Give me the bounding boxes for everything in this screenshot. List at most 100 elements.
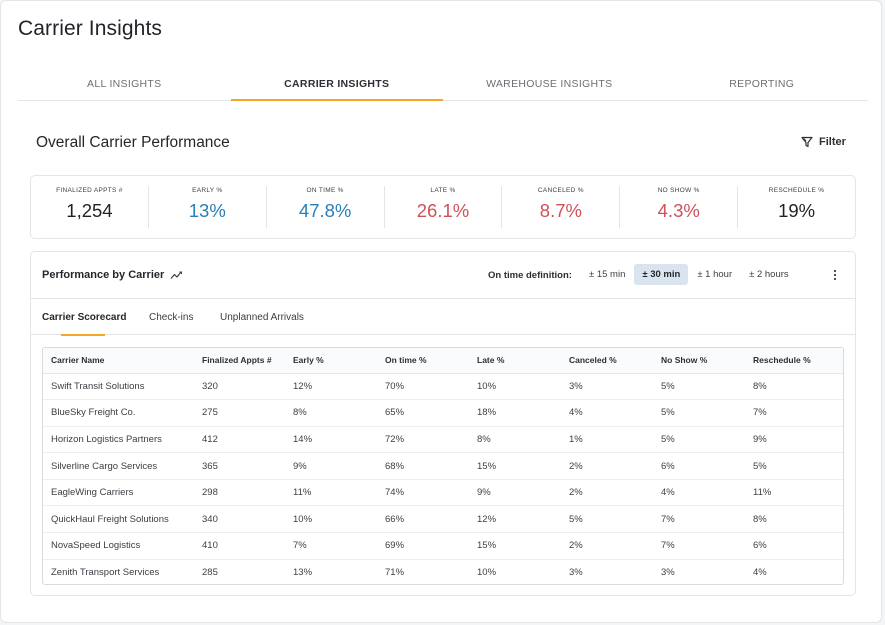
subtab-unplanned-arrivals[interactable]: Unplanned Arrivals bbox=[220, 312, 304, 323]
table-cell: 5% bbox=[661, 399, 753, 427]
table-cell: 5% bbox=[753, 452, 843, 480]
kpi-summary: FINALIZED APPTS # 1,254 EARLY % 13% ON T… bbox=[30, 175, 856, 239]
filter-icon bbox=[801, 136, 813, 148]
tab-all-insights[interactable]: ALL INSIGHTS bbox=[87, 78, 162, 90]
table-cell: 2% bbox=[569, 452, 661, 480]
subtab-carrier-scorecard[interactable]: Carrier Scorecard bbox=[42, 312, 127, 323]
subtab-check-ins[interactable]: Check-ins bbox=[149, 312, 194, 323]
column-header[interactable]: No Show % bbox=[661, 348, 753, 374]
column-header[interactable]: Canceled % bbox=[569, 348, 661, 374]
column-header[interactable]: On time % bbox=[385, 348, 477, 374]
kpi-value: 19% bbox=[778, 200, 816, 221]
table-cell: 15% bbox=[477, 532, 569, 560]
tab-carrier-insights[interactable]: CARRIER INSIGHTS bbox=[230, 71, 444, 101]
table-cell: 8% bbox=[753, 505, 843, 534]
column-header[interactable]: Carrier Name bbox=[43, 348, 202, 374]
on-time-definition-label: On time definition: bbox=[488, 270, 572, 281]
performance-card: Performance by Carrier On time definitio… bbox=[30, 251, 856, 596]
on-time-definition-options: ± 15 min ± 30 min ± 1 hour ± 2 hours bbox=[581, 264, 798, 285]
table-cell: 340 bbox=[202, 505, 293, 534]
kpi-late: LATE % 26.1% bbox=[385, 186, 503, 228]
table-cell: 8% bbox=[753, 373, 843, 401]
table-cell: 7% bbox=[661, 505, 753, 534]
performance-header: Performance by Carrier On time definitio… bbox=[31, 252, 855, 299]
table-cell: 7% bbox=[753, 399, 843, 427]
table-cell: 68% bbox=[385, 452, 477, 480]
table-cell: 9% bbox=[477, 479, 569, 507]
table-cell: 5% bbox=[661, 426, 753, 454]
kpi-value: 47.8% bbox=[298, 200, 352, 221]
table-cell: 320 bbox=[202, 373, 293, 401]
table-row[interactable]: Silverline Cargo Services 365 9% 68% 15% 2% 6%… bbox=[43, 452, 843, 480]
table-cell: 3% bbox=[569, 373, 661, 401]
table-cell: 275 bbox=[202, 399, 293, 427]
tab-reporting[interactable]: REPORTING bbox=[729, 78, 795, 90]
table-row[interactable]: Zenith Transport Services 285 13% 71% 10% 3% 3… bbox=[43, 559, 843, 584]
carrier-name-cell: Silverline Cargo Services bbox=[43, 452, 202, 480]
table-cell: 70% bbox=[385, 373, 477, 401]
table-cell: 10% bbox=[477, 373, 569, 401]
carrier-name-cell: EagleWing Carriers bbox=[43, 479, 202, 507]
performance-title-text: Performance by Carrier bbox=[42, 269, 165, 281]
otd-option-1-hour[interactable]: ± 1 hour bbox=[697, 269, 733, 280]
subtab-active-indicator bbox=[61, 334, 105, 336]
carrier-name-cell: BlueSky Freight Co. bbox=[43, 399, 202, 427]
table-cell: 11% bbox=[753, 479, 843, 507]
kpi-label: CANCELED % bbox=[537, 187, 584, 194]
kpi-label: ON TIME % bbox=[306, 187, 344, 194]
kpi-early: EARLY % 13% bbox=[149, 186, 267, 228]
table-cell: 74% bbox=[385, 479, 477, 507]
table-row[interactable]: NovaSpeed Logistics 410 7% 69% 15% 2% 7% 6% bbox=[43, 532, 843, 560]
table-row[interactable]: EagleWing Carriers 298 11% 74% 9% 2% 4% 11% bbox=[43, 479, 843, 507]
table-row[interactable]: Horizon Logistics Partners 412 14% 72% 8% 1% 5… bbox=[43, 426, 843, 454]
otd-option-15-min[interactable]: ± 15 min bbox=[589, 269, 626, 280]
more-options-icon[interactable] bbox=[831, 268, 839, 282]
table-cell: 4% bbox=[661, 479, 753, 507]
table-row[interactable]: QuickHaul Freight Solutions 340 10% 66% 12% 5… bbox=[43, 505, 843, 534]
table-row[interactable]: Swift Transit Solutions 320 12% 70% 10% 3% 5% 8… bbox=[43, 373, 843, 401]
table-cell: 298 bbox=[202, 479, 293, 507]
carrier-name-cell: QuickHaul Freight Solutions bbox=[43, 505, 202, 534]
column-header[interactable]: Early % bbox=[293, 348, 385, 374]
kpi-no-show: NO SHOW % 4.3% bbox=[620, 186, 739, 228]
kpi-reschedule: RESCHEDULE % 19% bbox=[738, 186, 855, 228]
table-cell: 69% bbox=[385, 532, 477, 560]
kpi-value: 4.3% bbox=[657, 200, 700, 221]
table-cell: 66% bbox=[385, 505, 477, 534]
table-cell: 7% bbox=[293, 532, 385, 560]
carrier-name-cell: Zenith Transport Services bbox=[51, 567, 160, 579]
table-cell: 3% bbox=[569, 567, 583, 579]
table-cell: 15% bbox=[477, 452, 569, 480]
carrier-scorecard-table: Carrier Name Finalized Appts # Early % O… bbox=[42, 347, 844, 585]
table-cell: 18% bbox=[477, 399, 569, 427]
table-cell: 12% bbox=[477, 505, 569, 534]
carrier-name-cell: Swift Transit Solutions bbox=[43, 373, 202, 401]
kpi-canceled: CANCELED % 8.7% bbox=[502, 186, 621, 228]
kpi-label: EARLY % bbox=[192, 187, 223, 194]
table-cell: 10% bbox=[293, 505, 385, 534]
filter-label: Filter bbox=[819, 136, 846, 148]
table-row[interactable]: BlueSky Freight Co. 275 8% 65% 18% 4% 5% 7% bbox=[43, 399, 843, 427]
table-cell: 11% bbox=[293, 479, 385, 507]
table-cell: 5% bbox=[661, 373, 753, 401]
table-cell: 7% bbox=[661, 532, 753, 560]
kpi-on-time: ON TIME % 47.8% bbox=[267, 186, 385, 228]
table-cell: 410 bbox=[202, 532, 293, 560]
kpi-value: 8.7% bbox=[539, 200, 582, 221]
column-header[interactable]: Finalized Appts # bbox=[202, 348, 293, 374]
carrier-name-cell: Horizon Logistics Partners bbox=[43, 426, 202, 454]
otd-option-30-min[interactable]: ± 30 min bbox=[634, 264, 689, 285]
kpi-label: FINALIZED APPTS # bbox=[56, 187, 123, 194]
table-cell: 8% bbox=[477, 426, 569, 454]
table-cell: 10% bbox=[477, 567, 497, 579]
table-cell: 9% bbox=[753, 426, 843, 454]
table-cell: 1% bbox=[569, 426, 661, 454]
otd-option-2-hours[interactable]: ± 2 hours bbox=[749, 269, 789, 280]
column-header[interactable]: Reschedule % bbox=[753, 348, 843, 374]
main-tabs: ALL INSIGHTS CARRIER INSIGHTS WAREHOUSE … bbox=[18, 71, 868, 101]
filter-button[interactable]: Filter bbox=[801, 136, 846, 148]
column-header[interactable]: Late % bbox=[477, 348, 569, 374]
table-cell: 6% bbox=[753, 532, 843, 560]
tab-warehouse-insights[interactable]: WAREHOUSE INSIGHTS bbox=[486, 78, 613, 90]
